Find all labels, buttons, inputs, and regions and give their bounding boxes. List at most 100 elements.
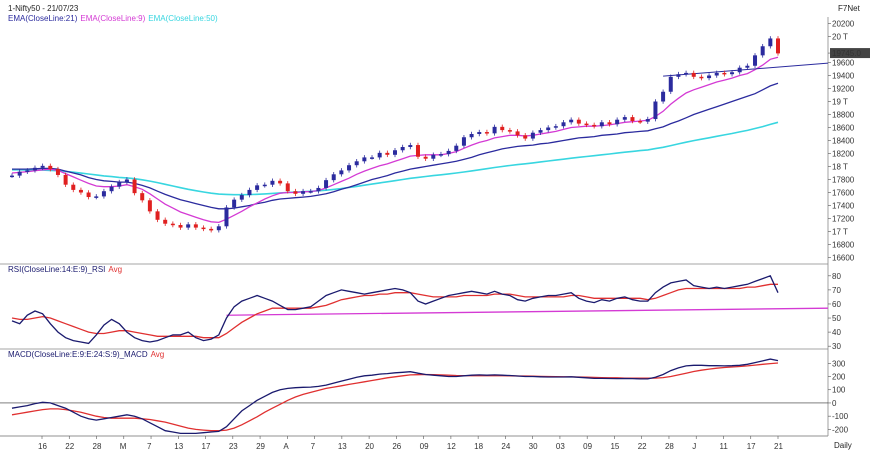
candle-body [370, 157, 375, 159]
candle-body [776, 38, 780, 54]
candle-body [592, 124, 597, 127]
price-ytick-label: 19600 [832, 59, 855, 68]
candle-body [745, 65, 750, 68]
x-tick-label: 16 [38, 442, 47, 451]
macd-ytick-label: -200 [832, 425, 849, 434]
candle-body [668, 76, 673, 92]
candle-body [48, 165, 53, 170]
candle-body [132, 179, 137, 194]
candle-body [324, 180, 329, 188]
candle-body [714, 72, 719, 76]
price-ytick-label: 18800 [832, 111, 855, 120]
candle-body [201, 227, 206, 230]
macd-ytick-label: 100 [832, 386, 846, 395]
candle-body [684, 72, 689, 75]
price-ytick-label: 17400 [832, 202, 855, 211]
price-ytick-label: 17800 [832, 176, 855, 185]
candle-body [301, 191, 306, 194]
x-tick-label: 03 [556, 442, 565, 451]
candle-body [500, 126, 505, 131]
macd-legend-item-1: Avg [150, 350, 165, 359]
candle-body [354, 161, 359, 166]
candle-body [699, 76, 704, 79]
price-legend: EMA(CloseLine:21) EMA(CloseLine:9) EMA(Clo… [8, 14, 221, 23]
candle-body [377, 152, 382, 158]
candle-body [722, 72, 727, 75]
x-tick-label: 29 [256, 442, 265, 451]
rsi-ytick-label: 60 [832, 300, 841, 309]
ema9-line [11, 56, 779, 224]
candle-body [645, 119, 650, 122]
x-tick-label: J [692, 442, 696, 451]
candle-body [400, 147, 405, 151]
candle-body [569, 119, 574, 123]
candle-body [347, 165, 352, 171]
provider-label: F7Net [838, 4, 860, 13]
price-ytick-label: 18600 [832, 124, 855, 133]
candle-body [117, 182, 122, 187]
candle-body [40, 165, 45, 168]
macd-ytick-label: 0 [832, 399, 837, 408]
x-tick-label: 11 [719, 442, 728, 451]
candle-body [599, 122, 604, 127]
price-ytick-label: 16800 [832, 241, 855, 250]
x-tick-label: 7 [311, 442, 316, 451]
x-tick-label: 22 [638, 442, 647, 451]
candle-body [431, 154, 436, 159]
candle-body [423, 156, 428, 159]
rsi-ytick-label: 30 [832, 342, 841, 351]
candle-body [546, 127, 551, 131]
x-tick-label: 09 [583, 442, 592, 451]
x-tick-label: 28 [93, 442, 102, 451]
candle-body [86, 192, 91, 198]
x-tick-label: 13 [338, 442, 347, 451]
candle-body [768, 38, 773, 47]
candle-body [415, 145, 420, 157]
candle-body [255, 185, 260, 190]
price-ytick-label: 19 T [832, 98, 848, 107]
macd-ytick-label: 200 [832, 373, 846, 382]
last-price-box [830, 48, 870, 59]
candle-body [492, 126, 497, 134]
x-tick-label: M [120, 442, 127, 451]
candle-body [101, 191, 106, 197]
candle-body [438, 154, 443, 156]
candle-body [523, 135, 528, 139]
price-ytick-label: 20200 [832, 20, 855, 29]
candle-body [561, 122, 566, 127]
last-price-label: 19745.0 [832, 49, 861, 58]
candle-body [760, 46, 765, 56]
candle-body [454, 145, 459, 151]
candle-body [239, 195, 244, 200]
price-ytick-label: 16600 [832, 254, 855, 263]
candle-body [576, 119, 581, 124]
candle-body [691, 72, 696, 77]
candle-body [469, 134, 474, 138]
rsi-avg-line [11, 283, 778, 339]
candle-body [507, 130, 512, 132]
macd-ytick-label: 300 [832, 359, 846, 368]
candle-body [163, 219, 168, 224]
candle-body [178, 225, 183, 228]
candle-body [247, 189, 252, 196]
candle-body [63, 174, 68, 185]
price-legend-item-1: EMA(CloseLine:9) [80, 14, 146, 23]
x-tick-label: A [283, 442, 289, 451]
candle-body [362, 157, 367, 162]
candle-body [232, 199, 237, 208]
candle-body [17, 171, 22, 176]
rsi-legend: RSI(CloseLine:14:E:9)_RSI Avg [8, 265, 125, 274]
candle-body [584, 123, 589, 126]
rsi-ytick-label: 70 [832, 286, 841, 295]
candle-body [25, 170, 30, 172]
candle-body [484, 132, 489, 134]
rsi-ytick-label: 80 [832, 272, 841, 281]
price-ytick-label: 19400 [832, 72, 855, 81]
macd-legend: MACD(CloseLine:E:9:E:24:S:9)_MACD Avg [8, 350, 167, 359]
candle-body [622, 117, 627, 120]
price-legend-item-2: EMA(CloseLine:50) [148, 14, 218, 23]
rsi-line [11, 274, 779, 345]
candle-body [10, 175, 14, 178]
candle-body [262, 184, 267, 187]
